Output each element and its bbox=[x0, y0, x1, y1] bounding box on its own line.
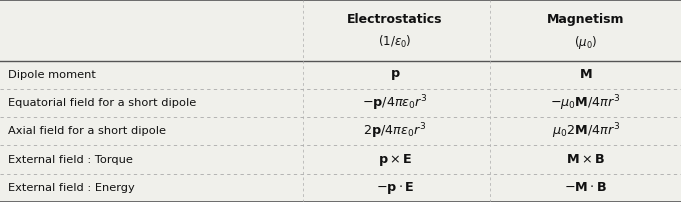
Text: $\mathbf{M}\times\mathbf{B}$: $\mathbf{M}\times\mathbf{B}$ bbox=[566, 153, 605, 166]
Text: External field : Energy: External field : Energy bbox=[8, 183, 135, 193]
Text: $\mu_0 2\mathbf{M}/4\pi r^3$: $\mu_0 2\mathbf{M}/4\pi r^3$ bbox=[552, 121, 620, 141]
Text: $\mathbf{p}$: $\mathbf{p}$ bbox=[390, 68, 400, 82]
Text: Dipole moment: Dipole moment bbox=[8, 70, 96, 80]
Text: $-\mathbf{M}\cdot\mathbf{B}$: $-\mathbf{M}\cdot\mathbf{B}$ bbox=[564, 181, 607, 194]
Text: $(\mu_0)$: $(\mu_0)$ bbox=[574, 34, 597, 51]
Text: Axial field for a short dipole: Axial field for a short dipole bbox=[8, 126, 166, 136]
Text: External field : Torque: External field : Torque bbox=[8, 155, 133, 165]
Text: $2\mathbf{p}/4\pi\epsilon_0 r^3$: $2\mathbf{p}/4\pi\epsilon_0 r^3$ bbox=[364, 121, 426, 141]
Text: Magnetism: Magnetism bbox=[547, 14, 624, 26]
Text: $\mathbf{p}\times\mathbf{E}$: $\mathbf{p}\times\mathbf{E}$ bbox=[378, 152, 412, 168]
Text: $\mathbf{M}$: $\mathbf{M}$ bbox=[579, 68, 592, 81]
Text: Electrostatics: Electrostatics bbox=[347, 14, 443, 26]
Text: $-\mathbf{p}/4\pi\epsilon_0 r^3$: $-\mathbf{p}/4\pi\epsilon_0 r^3$ bbox=[362, 93, 428, 113]
Text: $-\mu_0\mathbf{M}/4\pi r^3$: $-\mu_0\mathbf{M}/4\pi r^3$ bbox=[550, 93, 621, 113]
Text: Equatorial field for a short dipole: Equatorial field for a short dipole bbox=[8, 98, 196, 108]
Text: $-\mathbf{p}\cdot\mathbf{E}$: $-\mathbf{p}\cdot\mathbf{E}$ bbox=[376, 180, 414, 196]
Text: $(1/\epsilon_0)$: $(1/\epsilon_0)$ bbox=[378, 34, 412, 50]
